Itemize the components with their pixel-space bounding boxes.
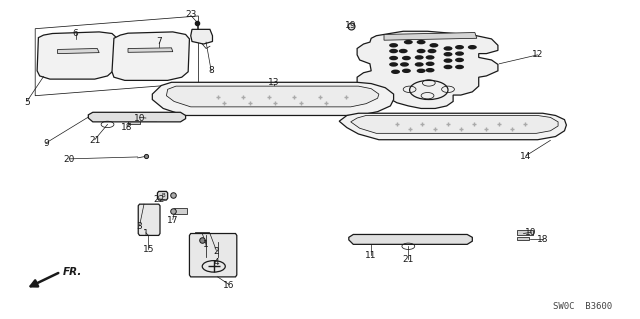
Text: 15: 15: [143, 245, 154, 254]
Circle shape: [444, 58, 452, 63]
Polygon shape: [152, 82, 394, 115]
Circle shape: [389, 49, 398, 53]
Bar: [440, 237, 453, 241]
Text: 20: 20: [63, 155, 75, 164]
Polygon shape: [357, 31, 498, 108]
Text: 21: 21: [89, 136, 100, 145]
Circle shape: [417, 69, 426, 73]
Circle shape: [455, 51, 464, 56]
Text: 3: 3: [137, 222, 142, 231]
Circle shape: [389, 56, 398, 60]
Text: 19: 19: [345, 21, 356, 30]
Text: 10: 10: [134, 114, 145, 122]
Polygon shape: [189, 234, 237, 277]
Text: 12: 12: [532, 50, 543, 59]
Polygon shape: [138, 204, 160, 235]
Circle shape: [391, 70, 400, 74]
Text: 13: 13: [268, 78, 280, 87]
Circle shape: [404, 40, 413, 44]
Polygon shape: [37, 32, 116, 79]
Circle shape: [455, 65, 464, 69]
Text: 5: 5: [24, 98, 29, 107]
Text: 8: 8: [209, 66, 214, 75]
Polygon shape: [88, 112, 186, 122]
Text: 22: 22: [153, 195, 164, 204]
Circle shape: [444, 65, 452, 69]
Text: SW0C  B3600: SW0C B3600: [553, 302, 612, 311]
Circle shape: [415, 55, 424, 60]
Circle shape: [399, 49, 408, 53]
Circle shape: [389, 62, 398, 67]
Text: 1: 1: [143, 229, 148, 238]
Circle shape: [400, 62, 409, 67]
Polygon shape: [384, 33, 477, 40]
Bar: [104, 115, 120, 120]
Bar: [140, 115, 156, 121]
Bar: [365, 237, 378, 241]
Circle shape: [468, 45, 477, 49]
Polygon shape: [351, 115, 558, 133]
Polygon shape: [128, 48, 173, 52]
Circle shape: [417, 49, 426, 53]
Circle shape: [444, 46, 452, 51]
Polygon shape: [166, 86, 379, 107]
Text: 4: 4: [214, 258, 219, 267]
Text: 17: 17: [167, 216, 179, 225]
Circle shape: [426, 55, 435, 60]
Text: 7: 7: [156, 37, 161, 46]
Text: 2: 2: [214, 247, 219, 256]
Text: 11: 11: [365, 251, 377, 260]
Text: 23: 23: [185, 10, 196, 19]
Bar: [151, 115, 166, 120]
Text: 14: 14: [520, 152, 532, 161]
Circle shape: [455, 45, 464, 49]
Bar: [415, 237, 428, 241]
Text: FR.: FR.: [63, 267, 82, 277]
Text: 9: 9: [44, 139, 49, 148]
Circle shape: [429, 43, 438, 48]
Bar: [127, 115, 142, 120]
Text: 1: 1: [204, 241, 209, 249]
Polygon shape: [349, 234, 472, 244]
Bar: [195, 232, 209, 238]
Circle shape: [402, 69, 411, 73]
Circle shape: [389, 43, 398, 48]
Bar: [174, 208, 187, 214]
Bar: [389, 237, 402, 241]
Bar: [517, 230, 533, 235]
Circle shape: [428, 49, 436, 53]
Circle shape: [455, 58, 464, 62]
Circle shape: [402, 56, 411, 60]
Text: B: B: [161, 193, 165, 198]
Polygon shape: [112, 32, 189, 80]
Bar: [128, 121, 140, 124]
Bar: [517, 237, 529, 240]
Circle shape: [417, 40, 426, 44]
Polygon shape: [339, 113, 566, 140]
Polygon shape: [191, 29, 212, 44]
Polygon shape: [58, 48, 99, 54]
Circle shape: [444, 52, 452, 56]
Text: 18: 18: [537, 235, 548, 244]
Text: 21: 21: [403, 256, 414, 264]
Polygon shape: [157, 191, 168, 200]
Circle shape: [415, 62, 424, 67]
Text: 16: 16: [223, 281, 235, 290]
Text: 18: 18: [121, 123, 132, 132]
Text: 10: 10: [525, 228, 537, 237]
Circle shape: [426, 68, 435, 72]
Circle shape: [426, 62, 435, 66]
Text: 6: 6: [73, 29, 78, 38]
